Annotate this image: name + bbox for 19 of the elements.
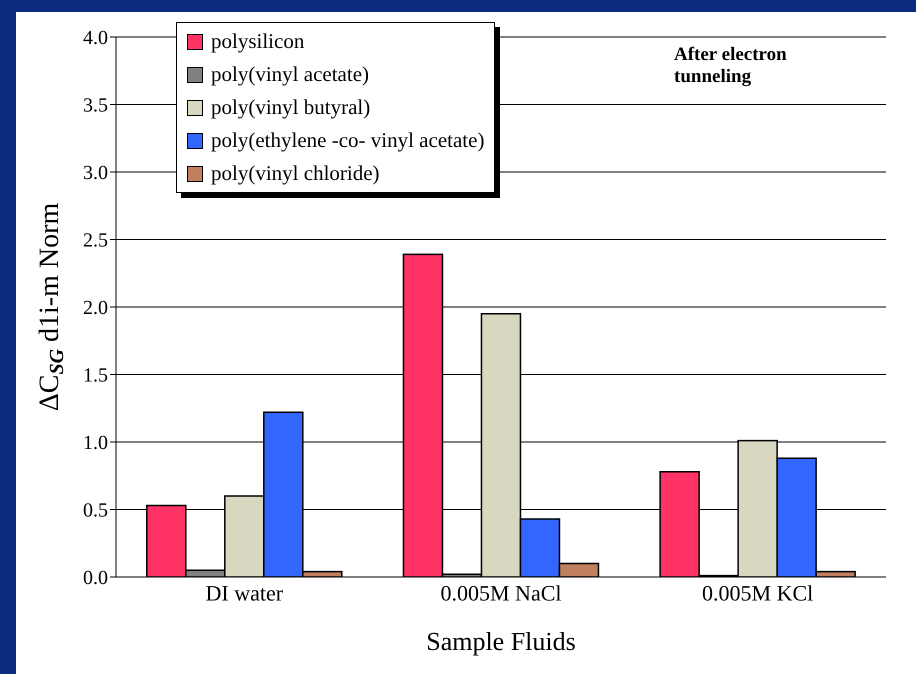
y-tick-label: 3.5 <box>83 94 108 117</box>
y-tick-label: 2.5 <box>83 230 108 252</box>
y-tick-label: 0.5 <box>83 500 108 522</box>
y-tick-label: 0.0 <box>83 567 108 590</box>
y-tick-label: 2.0 <box>83 297 108 320</box>
y-tick-label: 4.0 <box>83 27 108 50</box>
y-tick-label: 3.0 <box>83 162 108 184</box>
legend-label: poly(ethylene -co- vinyl acetate) <box>211 127 484 154</box>
legend-label: poly(vinyl chloride) <box>211 160 380 187</box>
annotation: After electron tunneling <box>674 44 788 88</box>
legend-label: polysilicon <box>211 28 304 55</box>
y-tick-label: 1.5 <box>83 364 108 387</box>
legend-label: poly(vinyl acetate) <box>211 61 370 88</box>
legend-label: poly(vinyl butyral) <box>211 94 370 121</box>
y-tick-label: 1.0 <box>83 432 108 454</box>
x-axis-title: Sample Fluids <box>426 627 576 656</box>
x-tick-label: DI water <box>206 580 284 606</box>
x-tick-label: 0.005M KCl <box>702 580 814 606</box>
x-tick-label: 0.005M NaCl <box>440 580 562 606</box>
